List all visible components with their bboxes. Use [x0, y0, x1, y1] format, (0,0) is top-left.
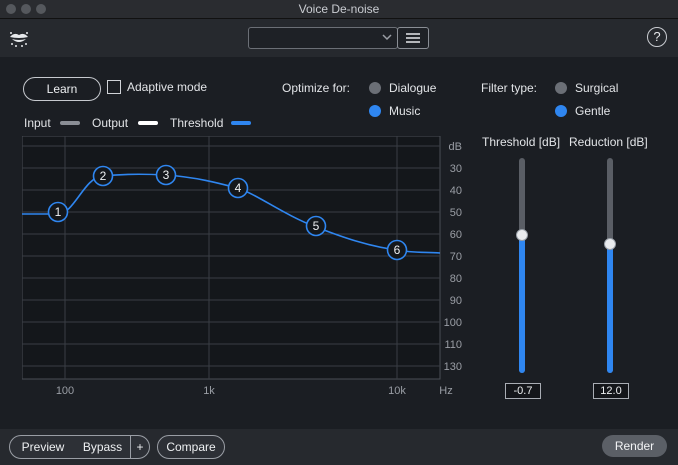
- svg-text:4: 4: [235, 181, 242, 195]
- reduction-slider-label: Reduction [dB]: [569, 135, 648, 149]
- radio-gentle-label: Gentle: [575, 104, 611, 118]
- toolbar: ?: [0, 19, 678, 57]
- db-tick-label: dB: [449, 141, 462, 153]
- title-bar: Voice De-noise: [0, 0, 678, 19]
- threshold-value-field[interactable]: -0.7: [505, 383, 541, 399]
- freq-tick-1k: 1k: [203, 385, 215, 397]
- freq-tick-100: 100: [56, 385, 74, 397]
- radio-surgical-label: Surgical: [575, 81, 619, 95]
- add-compare-button[interactable]: +: [131, 435, 150, 459]
- hamburger-icon: [406, 33, 420, 43]
- db-tick-40: 40: [450, 185, 462, 197]
- db-tick-110: 110: [444, 339, 462, 351]
- adaptive-mode-label: Adaptive mode: [127, 80, 208, 94]
- filter-type-label: Filter type:: [481, 81, 538, 95]
- db-tick-30: 30: [450, 163, 462, 175]
- svg-text:5: 5: [313, 219, 320, 233]
- curve-node-5[interactable]: 5: [305, 215, 327, 237]
- compare-button[interactable]: Compare: [157, 435, 225, 459]
- legend-threshold-label: Threshold: [170, 116, 224, 130]
- svg-text:3: 3: [163, 168, 170, 182]
- adaptive-mode-checkbox[interactable]: [107, 80, 121, 94]
- reduction-value-field[interactable]: 12.0: [593, 383, 629, 399]
- reduction-slider-handle[interactable]: [604, 238, 616, 250]
- threshold-slider-handle[interactable]: [516, 229, 528, 241]
- preview-button[interactable]: Preview: [9, 435, 77, 459]
- legend-output-swatch: [138, 121, 158, 125]
- preset-menu-button[interactable]: [397, 27, 429, 49]
- radio-music-label: Music: [389, 104, 421, 118]
- radio-surgical[interactable]: [555, 82, 567, 94]
- chevron-down-icon: [381, 30, 393, 42]
- curve-node-4[interactable]: 4: [227, 177, 249, 199]
- curve-node-1[interactable]: 1: [47, 201, 69, 223]
- svg-text:1: 1: [55, 205, 62, 219]
- bottom-bar: Preview Bypass + Compare Render: [0, 429, 678, 465]
- optimize-for-label: Optimize for:: [282, 81, 351, 95]
- curve-node-6[interactable]: 6: [386, 239, 408, 261]
- db-tick-90: 90: [450, 295, 462, 307]
- legend-input-swatch: [60, 121, 80, 125]
- db-tick-50: 50: [450, 207, 462, 219]
- minimize-window-button[interactable]: [21, 4, 31, 14]
- db-tick-60: 60: [450, 229, 462, 241]
- legend-input-label: Input: [24, 116, 51, 130]
- preset-dropdown[interactable]: [248, 27, 398, 49]
- legend-output-label: Output: [92, 116, 129, 130]
- svg-text:2: 2: [100, 169, 107, 183]
- legend-threshold-swatch: [231, 121, 251, 125]
- db-tick-70: 70: [450, 251, 462, 263]
- radio-dialogue[interactable]: [369, 82, 381, 94]
- threshold-slider-fill: [519, 235, 525, 373]
- radio-music[interactable]: [369, 105, 381, 117]
- threshold-graph[interactable]: 1 2 3 4 5 6 dB 30 40 50 60 70 80 90 100 …: [22, 136, 462, 404]
- bypass-button[interactable]: Bypass: [75, 435, 131, 459]
- lips-logo-icon: [8, 27, 30, 49]
- zoom-window-button[interactable]: [36, 4, 46, 14]
- svg-text:6: 6: [394, 243, 401, 257]
- help-icon[interactable]: ?: [647, 27, 667, 47]
- main-panel: Learn Adaptive mode Optimize for: Dialog…: [0, 57, 678, 429]
- curve-node-2[interactable]: 2: [92, 165, 114, 187]
- freq-unit-hz: Hz: [439, 385, 452, 397]
- learn-button[interactable]: Learn: [23, 77, 101, 101]
- radio-gentle[interactable]: [555, 105, 567, 117]
- freq-tick-10k: 10k: [388, 385, 406, 397]
- db-tick-80: 80: [450, 273, 462, 285]
- window-title: Voice De-noise: [298, 2, 380, 16]
- threshold-slider-label: Threshold [dB]: [482, 135, 561, 149]
- db-tick-100: 100: [444, 317, 462, 329]
- curve-node-3[interactable]: 3: [155, 164, 177, 186]
- render-button[interactable]: Render: [602, 435, 667, 457]
- reduction-slider-fill: [607, 244, 613, 373]
- close-window-button[interactable]: [6, 4, 16, 14]
- radio-dialogue-label: Dialogue: [389, 81, 437, 95]
- db-tick-130: 130: [444, 361, 462, 373]
